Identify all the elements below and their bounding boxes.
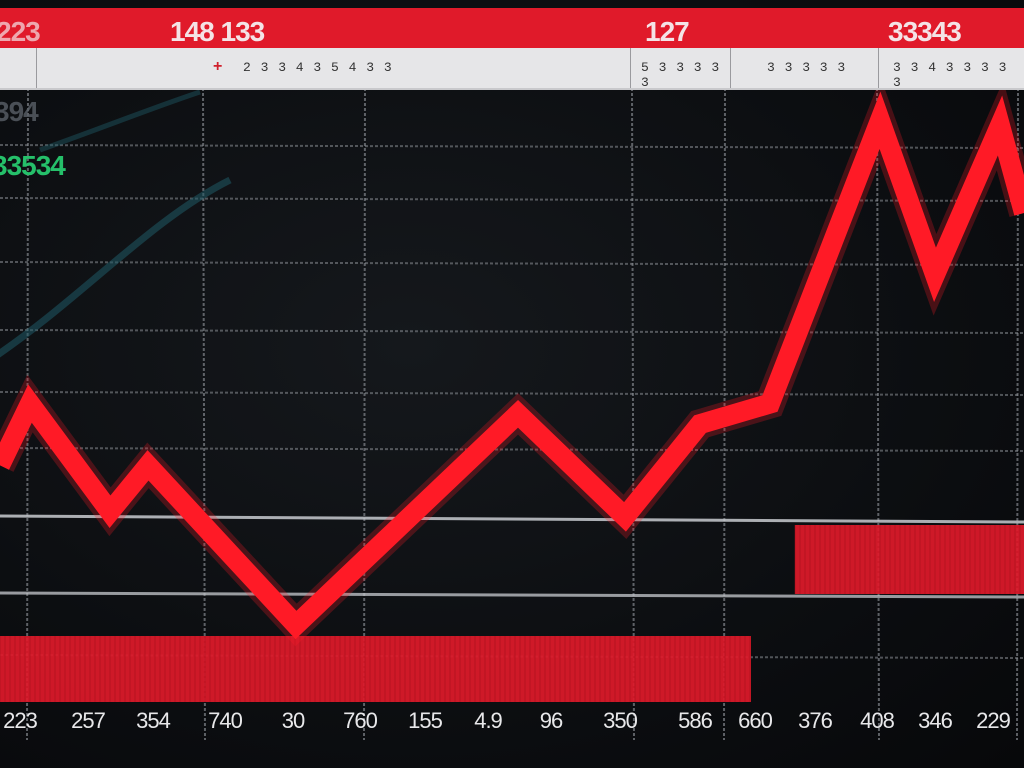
x-tick-label: 229 [976,708,1011,733]
horizontal-gridline [0,261,1024,266]
x-tick-label: 223 [3,708,38,733]
horizontal-gridline [0,447,1024,452]
x-tick-label: 586 [678,708,713,733]
header-value-2: 127 [645,16,690,47]
subheader-text-4: 3 3 4 3 3 3 3 3 [893,60,1008,90]
baseline-lower [0,591,1024,599]
x-tick-label: 257 [71,708,106,733]
header-value-left: 223 [0,16,41,47]
horizontal-gridline [0,197,1024,202]
x-tick-label: 760 [343,708,378,733]
x-tick-label: 408 [860,708,895,733]
subheader-cell-1: + 2 3 3 4 3 5 4 3 3 [36,48,631,88]
price-series [0,77,1024,647]
x-tick-label: 155 [408,708,443,733]
plus-icon: + [213,58,223,75]
series-line [0,91,1024,640]
vertical-gridline [631,87,635,741]
vertical-gridline [1016,87,1019,741]
header-value-1: 148 133 [170,16,265,47]
horizontal-gridline [0,391,1024,396]
x-tick-label: 4.9 [474,708,503,733]
subheader-cell-2: 5 3 3 3 3 3 [630,48,731,90]
vertical-gridline [876,87,880,741]
vertical-gridline [202,87,206,741]
baseline-upper [0,514,1024,524]
side-value-green: 33534 [0,150,66,181]
vertical-gridline [363,87,366,741]
x-tick-label: 350 [603,708,638,733]
x-tick-label: 354 [136,708,171,733]
teal-trend-curve [0,176,232,358]
subheader-text-1: 2 3 3 4 3 5 4 3 3 [243,60,393,75]
x-tick-label: 660 [738,708,773,733]
volume-bands [0,525,1024,702]
subheader-text-2: 5 3 3 3 3 3 [641,60,721,90]
subheader-cell-3: 3 3 3 3 3 [730,48,879,88]
subheader-cell-0 [0,48,36,88]
horizontal-gridline [0,329,1024,334]
x-tick-label: 96 [539,708,564,733]
x-tick-label: 30 [281,708,306,733]
x-tick-label: 376 [798,708,833,733]
side-value-top: 394 [0,96,39,127]
subheader-cell-4: 3 3 4 3 3 3 3 3 [878,48,1024,90]
header-value-3: 33343 [888,16,962,47]
x-tick-label: 346 [918,708,953,733]
horizontal-gridline [0,144,1024,149]
subheader-text-3: 3 3 3 3 3 [767,60,847,75]
teal-trend-curve-upper [39,89,201,153]
x-tick-label: 740 [208,708,243,733]
subheader-row: + 2 3 3 4 3 5 4 3 3 5 3 3 3 3 3 3 3 3 3 … [0,48,1024,90]
header-bar: 223 148 133 127 33343 [0,8,1024,48]
